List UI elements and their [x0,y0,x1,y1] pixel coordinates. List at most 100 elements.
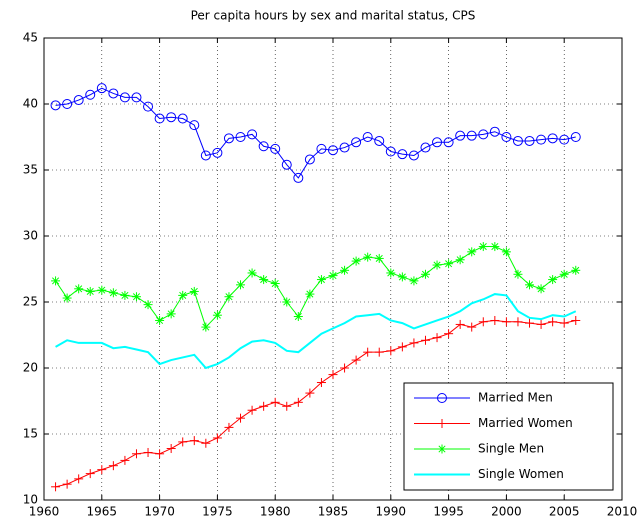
marker-stroke [260,276,268,284]
marker [571,315,581,325]
marker [247,129,258,140]
marker [282,401,292,411]
marker [120,455,130,465]
marker-stroke [271,279,279,288]
marker [513,317,523,327]
marker [62,479,72,489]
marker [420,142,431,153]
marker [340,265,350,275]
marker [536,134,547,145]
plot-frame [43,37,623,501]
marker [374,135,385,146]
marker [258,141,269,152]
marker [270,143,281,154]
marker [212,310,222,320]
marker [166,444,176,454]
marker [316,143,327,154]
marker [201,322,211,332]
y-tick-label: 40 [23,97,38,111]
marker [443,137,454,148]
marker-stroke [445,260,453,268]
y-tick-label: 35 [23,163,38,177]
marker [478,317,488,327]
marker [304,154,315,165]
y-tick-label: 15 [23,427,38,441]
marker [223,133,234,144]
marker [455,319,465,329]
marker [524,135,535,146]
marker-stroke [421,270,430,278]
marker [293,312,303,322]
marker-stroke [329,272,337,280]
marker [536,319,546,329]
marker [108,88,119,99]
marker [397,342,407,352]
marker [547,133,558,144]
marker-stroke [537,285,545,293]
marker [143,300,153,310]
marker [467,322,477,332]
x-tick-label: 2010 [607,505,638,519]
marker-stroke [352,257,360,265]
marker-stroke [502,248,510,256]
series-line [55,87,576,179]
legend-label: Married Men [478,391,553,405]
chart-title: Per capita hours by sex and marital stat… [191,9,476,23]
marker-stroke [121,291,129,299]
marker [559,269,569,279]
marker-stroke [52,277,60,285]
marker [73,95,84,106]
x-tick-label: 1985 [318,505,349,519]
marker [536,284,546,294]
marker [548,317,558,327]
marker [409,276,419,286]
marker [513,269,523,279]
legend-label: Married Women [478,416,573,430]
marker [270,397,280,407]
marker [467,247,477,257]
marker [525,280,535,290]
marker-stroke [109,289,117,297]
legend-label: Single Women [478,467,564,481]
marker [420,269,430,279]
marker [212,147,223,158]
marker [85,286,95,296]
x-tick-label: 2005 [549,505,580,519]
marker [293,172,304,183]
marker [316,275,326,285]
marker-stroke [283,298,291,306]
marker [96,83,107,94]
marker [247,268,257,278]
marker [571,265,581,275]
marker [351,256,361,266]
marker [386,346,396,356]
marker [224,292,234,302]
marker-stroke [491,243,499,251]
marker [224,422,234,432]
marker-stroke [202,323,210,331]
marker [437,444,447,454]
marker [570,132,581,142]
marker-stroke [63,294,71,302]
marker-stroke [364,253,372,261]
marker [489,126,500,137]
marker-stroke [98,286,106,294]
marker [201,438,211,448]
marker-stroke [572,266,580,274]
marker [339,142,350,153]
marker [478,129,489,140]
marker [178,290,188,300]
marker-stroke [560,270,568,278]
marker [212,433,222,443]
marker [74,284,84,294]
marker [351,137,362,148]
marker [374,253,384,263]
marker-stroke [294,312,302,321]
marker [525,318,535,328]
marker [455,130,466,141]
marker [259,401,269,411]
marker [166,112,177,123]
marker-stroke [468,248,476,256]
